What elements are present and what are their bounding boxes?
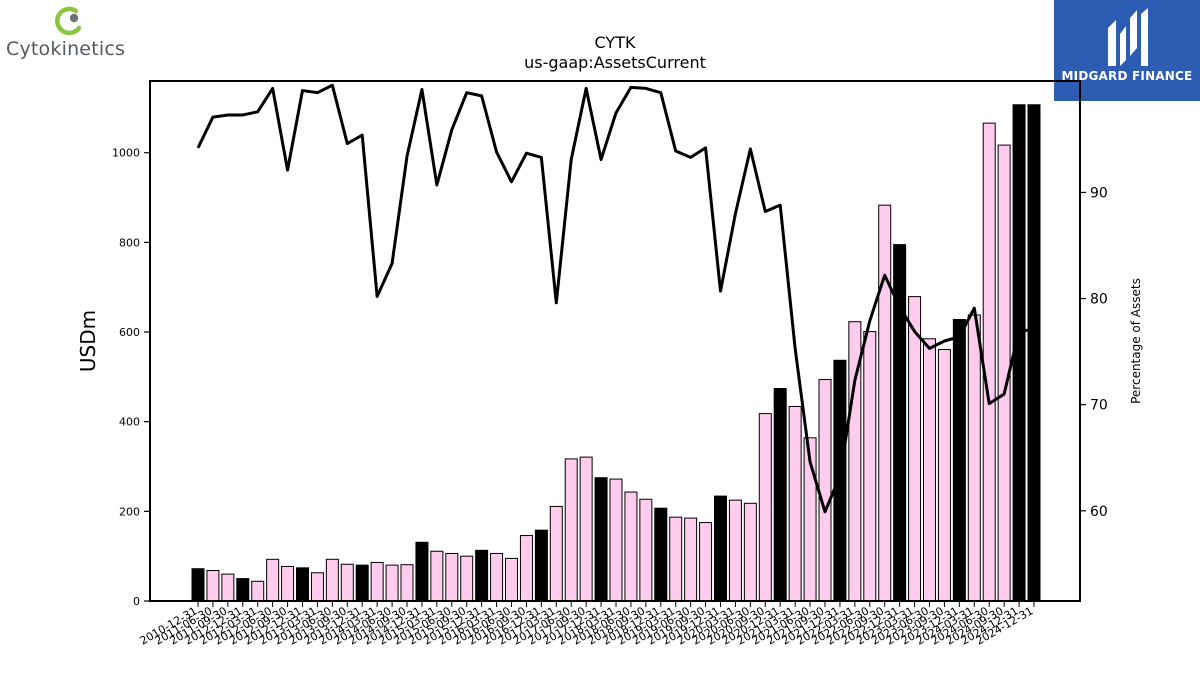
bar-2021-09-30 bbox=[833, 359, 847, 602]
right-axis-ticks: 60 70 80 90 bbox=[1080, 185, 1108, 520]
bar-2017-03-31 bbox=[564, 458, 578, 602]
bar-2019-12-31 bbox=[728, 499, 742, 602]
bar-2016-12-31 bbox=[549, 505, 563, 602]
bar-2016-03-31 bbox=[505, 557, 518, 602]
bar-2012-09-30 bbox=[296, 567, 309, 602]
bar-2013-12-31 bbox=[370, 561, 384, 602]
bar-2013-06-30 bbox=[340, 563, 354, 602]
bar-2011-09-30 bbox=[236, 578, 250, 602]
bar-2023-09-30 bbox=[952, 318, 966, 602]
bar-2015-09-30 bbox=[475, 549, 489, 602]
bar-2017-09-30 bbox=[594, 477, 608, 602]
left-tick-label: 600 bbox=[119, 326, 140, 339]
y-axis-label: USDm bbox=[76, 310, 100, 372]
bar-2014-09-30 bbox=[415, 541, 429, 602]
midgard-finance-logo-icon bbox=[1108, 8, 1148, 66]
bar-series bbox=[191, 104, 1041, 602]
bar-2020-09-30 bbox=[773, 388, 787, 602]
bar-2018-09-30 bbox=[654, 507, 668, 602]
bar-2013-03-31 bbox=[325, 558, 339, 602]
cytokinetics-logo-text: Cytokinetics bbox=[6, 38, 126, 60]
bar-2015-12-31 bbox=[490, 552, 504, 602]
bar-2012-03-31 bbox=[266, 558, 280, 602]
bar-2018-12-31 bbox=[669, 516, 683, 602]
bar-2019-03-31 bbox=[684, 517, 698, 602]
y-axis-right-label: Percentage of Assets bbox=[1129, 278, 1143, 404]
chart-subtitle: us-gaap:AssetsCurrent bbox=[524, 53, 706, 72]
bar-2023-03-31 bbox=[923, 338, 936, 602]
bar-2021-06-30 bbox=[818, 379, 832, 602]
bar-2012-06-30 bbox=[281, 565, 295, 602]
bar-2011-03-31 bbox=[206, 570, 220, 602]
bar-2018-06-30 bbox=[639, 498, 653, 602]
bar-2016-06-30 bbox=[519, 535, 533, 602]
bar-2012-12-31 bbox=[310, 572, 324, 602]
left-tick-label: 200 bbox=[119, 505, 140, 518]
bar-2024-12-31 bbox=[1027, 104, 1041, 602]
bar-2010-12-31 bbox=[191, 568, 205, 602]
right-tick-label: 90 bbox=[1090, 185, 1108, 201]
bar-2016-09-30 bbox=[534, 529, 548, 602]
cytokinetics-logo-icon bbox=[55, 6, 82, 36]
bar-2023-06-30 bbox=[937, 349, 951, 602]
bar-2020-12-31 bbox=[788, 405, 802, 602]
bar-2022-03-31 bbox=[863, 331, 877, 602]
bar-2014-12-31 bbox=[430, 550, 444, 602]
bar-2015-06-30 bbox=[460, 555, 474, 602]
bar-2018-03-31 bbox=[624, 491, 638, 602]
left-tick-label: 400 bbox=[119, 416, 140, 429]
left-tick-label: 0 bbox=[133, 595, 140, 608]
bar-2011-12-31 bbox=[251, 580, 265, 602]
bar-2013-09-30 bbox=[355, 564, 369, 602]
bar-2014-03-31 bbox=[385, 564, 399, 602]
bar-2015-03-31 bbox=[445, 552, 459, 602]
bar-2022-12-31 bbox=[908, 296, 922, 602]
right-tick-label: 60 bbox=[1090, 504, 1108, 520]
bar-2019-09-30 bbox=[714, 495, 727, 602]
left-tick-label: 800 bbox=[119, 236, 140, 249]
bar-2024-03-31 bbox=[982, 122, 996, 602]
right-tick-label: 70 bbox=[1090, 398, 1108, 414]
plot-frame bbox=[149, 80, 1081, 602]
right-tick-label: 80 bbox=[1090, 292, 1108, 308]
midgard-finance-logo-text: MIDGARD FINANCE bbox=[1061, 69, 1193, 83]
percentage-line bbox=[196, 83, 1034, 514]
bar-2014-06-30 bbox=[400, 564, 414, 602]
bar-2017-12-31 bbox=[609, 478, 623, 602]
bar-2022-06-30 bbox=[878, 204, 892, 602]
bar-2020-06-30 bbox=[758, 413, 772, 602]
chart-title: CYTK bbox=[595, 33, 636, 52]
bar-2019-06-30 bbox=[699, 522, 713, 602]
cytokinetics-logo: Cytokinetics bbox=[4, 4, 134, 60]
bar-2017-06-30 bbox=[579, 456, 593, 602]
x-axis-ticks: 2010-12-312011-06-302011-09-302012-12-31… bbox=[138, 601, 1036, 648]
bar-2011-06-30 bbox=[221, 573, 235, 602]
left-tick-label: 1000 bbox=[112, 147, 140, 160]
midgard-finance-logo: MIDGARD FINANCE bbox=[1054, 0, 1200, 101]
left-axis-ticks: 0 200 400 600 800 1000 bbox=[112, 147, 150, 608]
bar-2020-03-31 bbox=[743, 502, 757, 602]
bar-2023-12-31 bbox=[967, 314, 981, 602]
